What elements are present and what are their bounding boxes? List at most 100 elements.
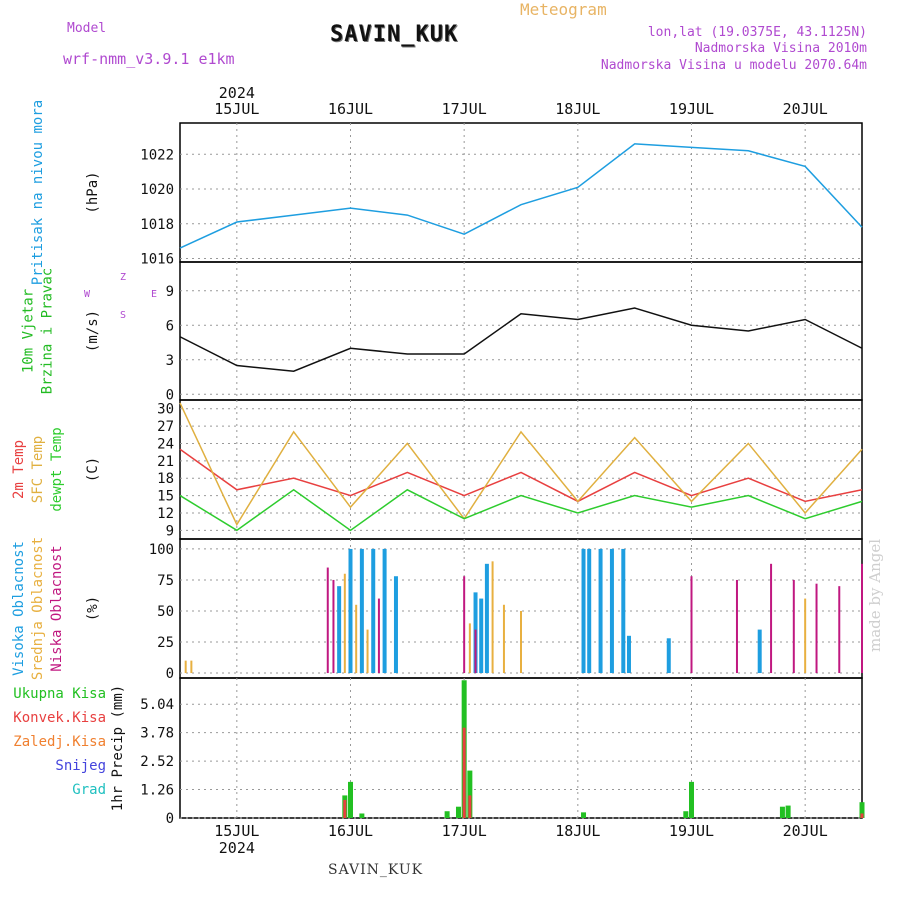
bottom-date-label: 15JUL bbox=[214, 822, 259, 840]
bottom-date-label: 20JUL bbox=[783, 822, 828, 840]
clouds-bar bbox=[690, 576, 693, 674]
wind-unit: (m/s) bbox=[85, 310, 101, 352]
temperature-tick-label: 15 bbox=[157, 489, 174, 505]
precip-legend-item: Konvek.Kisa bbox=[13, 710, 106, 726]
pressure-tick-label: 1022 bbox=[140, 147, 174, 163]
footer-station: SAVIN_KUK bbox=[328, 862, 424, 878]
clouds-bar bbox=[359, 548, 364, 674]
model-name: wrf-nmm_v3.9.1 e1km bbox=[63, 50, 235, 68]
pressure-tick-label: 1020 bbox=[140, 182, 174, 198]
bottom-date-label: 17JUL bbox=[442, 822, 487, 840]
clouds-bar bbox=[587, 548, 592, 674]
temperature-series-line bbox=[179, 448, 863, 503]
precip-bar bbox=[444, 811, 450, 818]
bottom-date-label: 16JUL bbox=[328, 822, 373, 840]
lonlat-label: lon,lat (19.0375E, 43.1125N) bbox=[647, 25, 867, 40]
bottom-year-label: 2024 bbox=[219, 839, 255, 857]
wind-tick-label: 0 bbox=[166, 387, 174, 403]
wind-rose-south: S bbox=[120, 310, 126, 321]
precip-bar bbox=[348, 781, 353, 818]
precip-legend-item: Zaledj.Kisa bbox=[13, 734, 106, 750]
clouds-bar bbox=[792, 579, 795, 674]
precip-tick-label: 0 bbox=[166, 811, 174, 827]
clouds-bar bbox=[326, 567, 329, 674]
wind-series-line bbox=[179, 307, 863, 373]
clouds-bar bbox=[479, 598, 484, 674]
clouds-bar bbox=[468, 623, 471, 674]
clouds-bar bbox=[502, 604, 505, 674]
temperature-tick-label: 30 bbox=[157, 402, 174, 418]
precip-bar bbox=[359, 813, 365, 818]
clouds-bar bbox=[348, 548, 353, 674]
precip-bar bbox=[860, 813, 864, 818]
temperature-tick-label: 21 bbox=[157, 454, 174, 470]
precip-ylabel: 1hr Precip (mm) bbox=[110, 685, 126, 811]
top-date-label: 20JUL bbox=[783, 100, 828, 118]
temperature-tick-label: 12 bbox=[157, 506, 174, 522]
precip-legend-item: Grad bbox=[72, 782, 106, 798]
precip-legend-item: Ukupna Kisa bbox=[13, 686, 106, 702]
clouds-bar bbox=[626, 635, 631, 674]
clouds-bar bbox=[598, 548, 603, 674]
precip-bar bbox=[581, 812, 587, 818]
clouds-tick-label: 75 bbox=[157, 573, 174, 589]
precip-bar bbox=[455, 806, 461, 818]
clouds-bar bbox=[393, 576, 398, 674]
wind-frame bbox=[179, 261, 863, 401]
precip-bar bbox=[462, 727, 466, 818]
clouds-bar bbox=[484, 563, 489, 674]
elevation-label: Nadmorska Visina 2010m bbox=[694, 41, 867, 56]
temperature-tick-label: 27 bbox=[157, 419, 174, 435]
precip-tick-label: 2.52 bbox=[140, 754, 174, 770]
temperature-ylabel: dewpt Temp bbox=[49, 427, 65, 511]
page-title: SAVIN_KUK bbox=[330, 22, 459, 47]
wind-rose-west: W bbox=[84, 289, 91, 300]
pressure-ylabel: Pritisak na nivou mora bbox=[30, 100, 46, 285]
clouds-bar bbox=[382, 548, 387, 674]
top-date-label: 17JUL bbox=[442, 100, 487, 118]
clouds-tick-label: 100 bbox=[149, 542, 174, 558]
clouds-ylabel: Srednja Oblacnost bbox=[30, 537, 46, 680]
precip-legend-item: Snijeg bbox=[55, 758, 106, 774]
pressure-tick-label: 1018 bbox=[140, 217, 174, 233]
clouds-bar bbox=[861, 563, 863, 674]
top-date-label: 16JUL bbox=[328, 100, 373, 118]
clouds-bar bbox=[491, 561, 494, 674]
top-date-label: 19JUL bbox=[669, 100, 714, 118]
precip-tick-label: 5.04 bbox=[140, 697, 174, 713]
clouds-tick-label: 50 bbox=[157, 604, 174, 620]
precip-bar bbox=[785, 805, 791, 818]
precip-bar bbox=[683, 811, 689, 818]
pressure-series-line bbox=[179, 143, 863, 249]
temperature-ylabel: SFC Temp bbox=[30, 436, 46, 503]
wind-ylabel: 10m Vjetar bbox=[21, 289, 37, 373]
clouds-bar bbox=[757, 629, 762, 674]
clouds-bar bbox=[332, 579, 335, 674]
temperature-tick-label: 18 bbox=[157, 471, 174, 487]
clouds-bar bbox=[609, 548, 614, 674]
precip-bar bbox=[779, 806, 785, 818]
temperature-tick-label: 9 bbox=[166, 523, 174, 539]
precip-bar bbox=[859, 802, 865, 818]
clouds-bar bbox=[337, 586, 342, 674]
clouds-bar bbox=[377, 598, 380, 674]
clouds-bar bbox=[666, 638, 671, 674]
bottom-date-label: 18JUL bbox=[555, 822, 600, 840]
precip-bar bbox=[468, 795, 472, 818]
clouds-bar bbox=[520, 610, 522, 674]
clouds-unit: (%) bbox=[85, 596, 101, 621]
precip-tick-label: 3.78 bbox=[140, 726, 174, 742]
wind-ylabel: Brzina i Pravac bbox=[40, 268, 56, 394]
made-by-signature: made by Angel bbox=[866, 538, 884, 652]
precip-bar bbox=[343, 799, 347, 818]
model-elevation-label: Nadmorska Visina u modelu 2070.64m bbox=[600, 58, 867, 73]
clouds-bar bbox=[366, 629, 369, 674]
clouds-bar bbox=[343, 573, 346, 674]
precip-bar bbox=[467, 770, 473, 818]
clouds-bar bbox=[184, 660, 187, 674]
clouds-bar bbox=[621, 548, 626, 674]
wind-rose-north: Z bbox=[120, 272, 126, 283]
temperature-tick-label: 24 bbox=[157, 436, 174, 452]
wind-tick-label: 9 bbox=[166, 284, 174, 300]
clouds-tick-label: 0 bbox=[166, 666, 174, 682]
